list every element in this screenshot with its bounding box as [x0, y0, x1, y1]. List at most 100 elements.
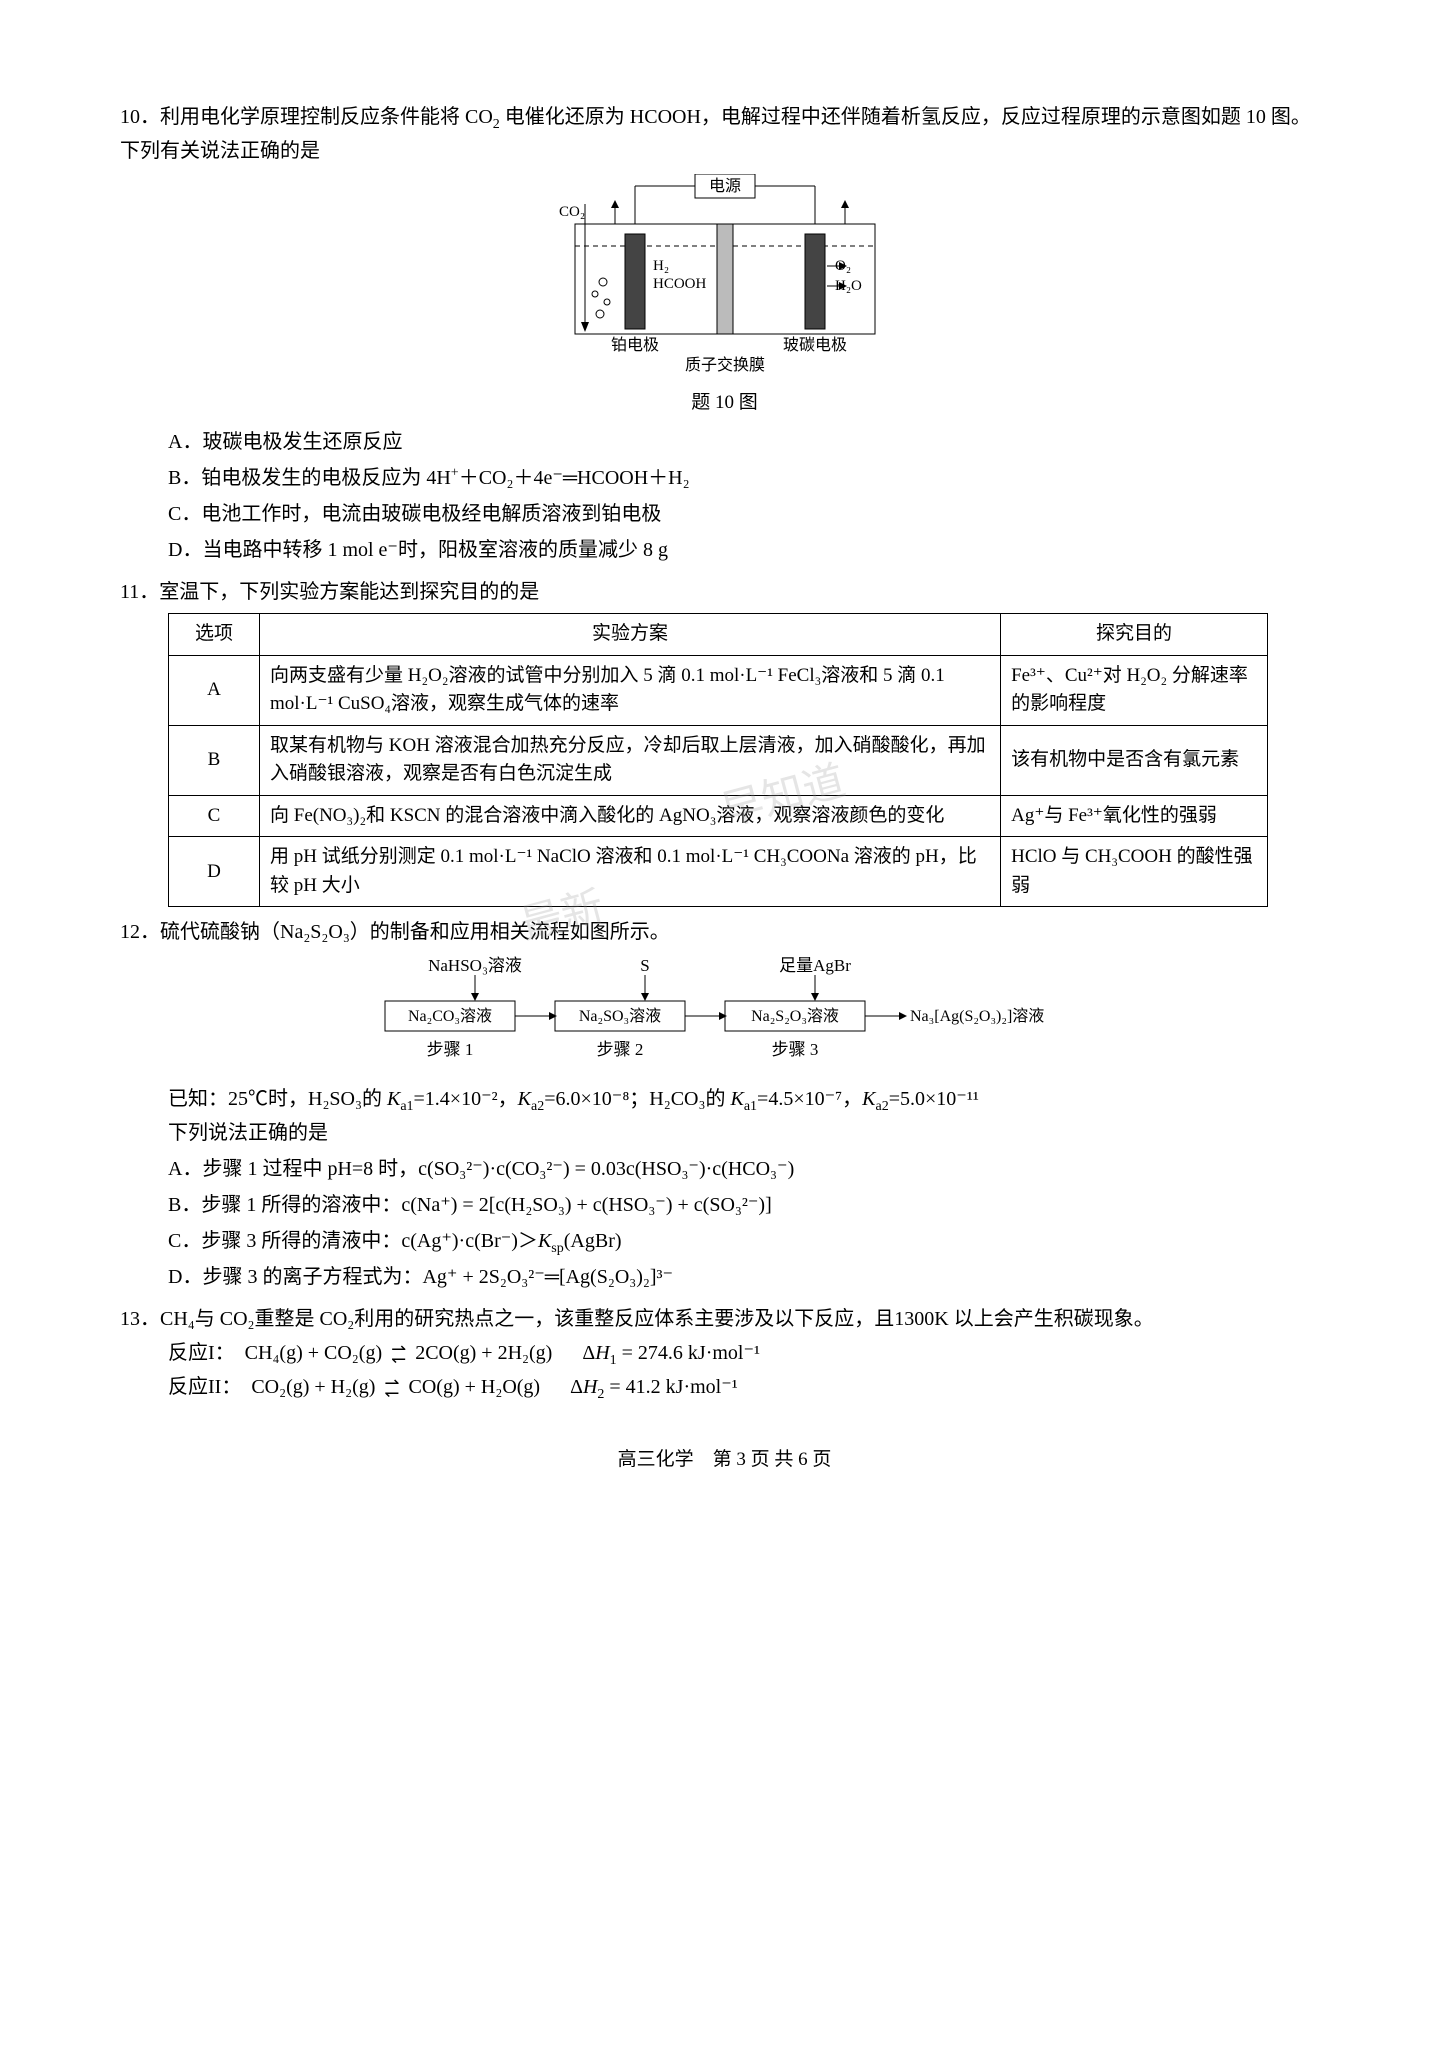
q12-known: 已知：25℃时，H₂SO₃的 Ka1=1.4×10⁻²，Ka2=6.0×10⁻⁸…: [120, 1082, 1329, 1116]
q12-opt-b: B．步骤 1 所得的溶液中：c(Na⁺) = 2[c(H₂SO₃) + c(HS…: [120, 1188, 1329, 1222]
table-row: A 向两支盛有少量 H₂O₂溶液的试管中分别加入 5 滴 0.1 mol·L⁻¹…: [169, 655, 1268, 725]
flow-top-1: S: [640, 956, 649, 975]
kc2-sub: a2: [875, 1099, 888, 1114]
r1-dh-sub: 1: [610, 1353, 617, 1368]
q12-opt-d: D．步骤 3 的离子方程式为：Ag⁺ + 2S₂O₃²⁻═[Ag(S₂O₃)₂]…: [120, 1260, 1329, 1294]
q11-text: 室温下，下列实验方案能达到探究目的的是: [159, 581, 539, 603]
q10-opt-b: B．铂电极发生的电极反应为 4H+＋CO₂＋4e⁻═HCOOH＋H₂: [120, 461, 1329, 495]
q10-optb-rest: ＋CO₂＋4e⁻═HCOOH＋H₂: [459, 467, 690, 489]
q10-text-a: 利用电化学原理控制反应条件能将 CO: [160, 106, 493, 128]
ksp-i: K: [538, 1230, 551, 1252]
r1-dh-sym: Δ: [582, 1342, 595, 1364]
cell-goal: Fe³⁺、Cu²⁺对 H₂O₂ 分解速率的影响程度: [1001, 655, 1268, 725]
cell-goal: 该有机物中是否含有氯元素: [1001, 725, 1268, 795]
flow-diagram: NaHSO₃溶液 S 足量AgBr Na₂CO₃溶液 Na₂SO₃溶液 Na₂S…: [365, 955, 1085, 1065]
question-11: 11．室温下，下列实验方案能达到探究目的的是 选项 实验方案 探究目的 A 向两…: [120, 575, 1329, 907]
r1-rhs: 2CO(g) + 2H₂(g): [415, 1342, 552, 1364]
cell-opt: C: [169, 795, 260, 837]
power-label: 电源: [708, 177, 740, 195]
question-10: 10．利用电化学原理控制反应条件能将 CO2 电催化还原为 HCOOH，电解过程…: [120, 100, 1329, 567]
q10-options: A．玻碳电极发生还原反应 B．铂电极发生的电极反应为 4H+＋CO₂＋4e⁻═H…: [120, 425, 1329, 567]
q10-opt-a: A．玻碳电极发生还原反应: [120, 425, 1329, 459]
q12-flow: NaHSO₃溶液 S 足量AgBr Na₂CO₃溶液 Na₂SO₃溶液 Na₂S…: [120, 955, 1329, 1076]
q12-number: 12．: [120, 921, 160, 943]
flow-top-0: NaHSO₃溶液: [428, 956, 522, 975]
ka2-sub: a2: [531, 1099, 544, 1114]
q12-options: A．步骤 1 过程中 pH=8 时，c(SO₃²⁻)·c(CO₃²⁻) = 0.…: [120, 1152, 1329, 1294]
r1-dh-val: = 274.6 kJ·mol⁻¹: [617, 1342, 760, 1364]
left-electrode-label: 铂电极: [610, 336, 658, 354]
q10-diagram-wrap: 电源 CO₂: [120, 174, 1329, 419]
q13-reaction-2: 反应II： CO₂(g) + H₂(g) ⇀↽ CO(g) + H₂O(g) Δ…: [120, 1370, 1329, 1404]
flow-step-0: 步骤 1: [426, 1040, 473, 1059]
flow-box-0: Na₂CO₃溶液: [407, 1007, 491, 1025]
question-12: 12．硫代硫酸钠（Na₂S₂O₃）的制备和应用相关流程如图所示。 NaHSO₃溶…: [120, 915, 1329, 1294]
ka2-i: K: [518, 1088, 531, 1110]
ka-i: K: [387, 1088, 400, 1110]
cell-opt: D: [169, 837, 260, 907]
q13-number: 13．: [120, 1308, 160, 1330]
r1-label: 反应I：: [168, 1342, 235, 1364]
r2-dh-val: = 41.2 kJ·mol⁻¹: [604, 1376, 737, 1398]
table-row: D 用 pH 试纸分别测定 0.1 mol·L⁻¹ NaClO 溶液和 0.1 …: [169, 837, 1268, 907]
r2-label: 反应II：: [168, 1376, 241, 1398]
q10-optb-pre: B．铂电极发生的电极反应为 4H: [168, 467, 451, 489]
q12-text: 硫代硫酸钠（Na₂S₂O₃）的制备和应用相关流程如图所示。: [160, 921, 670, 943]
flow-final: Na₃[Ag(S₂O₃)₂]溶液: [910, 1007, 1044, 1025]
q12-stem2: 下列说法正确的是: [120, 1116, 1329, 1150]
r2-lhs: CO₂(g) + H₂(g): [251, 1376, 375, 1398]
table-row: B 取某有机物与 KOH 溶液混合加热充分反应，冷却后取上层清液，加入硝酸酸化，…: [169, 725, 1268, 795]
cell-plan: 向 Fe(NO₃)₂和 KSCN 的混合溶液中滴入酸化的 AgNO₃溶液，观察溶…: [260, 795, 1001, 837]
plus-sup: +: [451, 466, 459, 481]
cell-plan: 向两支盛有少量 H₂O₂溶液的试管中分别加入 5 滴 0.1 mol·L⁻¹ F…: [260, 655, 1001, 725]
question-13: 13．CH₄与 CO₂重整是 CO₂利用的研究热点之一，该重整反应体系主要涉及以…: [120, 1302, 1329, 1404]
ksp-sub: sp: [551, 1241, 563, 1256]
optc-post: (AgBr): [564, 1230, 622, 1252]
q10-opt-d: D．当电路中转移 1 mol e⁻时，阳极室溶液的质量减少 8 g: [120, 533, 1329, 567]
ka1-val: =1.4×10⁻²，: [414, 1088, 518, 1110]
cell-goal: Ag⁺与 Fe³⁺氧化性的强弱: [1001, 795, 1268, 837]
flow-box-1: Na₂SO₃溶液: [578, 1007, 660, 1025]
known-pre: 已知：25℃时，H₂SO₃的: [168, 1088, 387, 1110]
cell-opt: B: [169, 725, 260, 795]
cell-plan: 用 pH 试纸分别测定 0.1 mol·L⁻¹ NaClO 溶液和 0.1 mo…: [260, 837, 1001, 907]
page-footer: 高三化学 第 3 页 共 6 页: [120, 1444, 1329, 1476]
ka1-sub: a1: [400, 1099, 413, 1114]
q11-table: 选项 实验方案 探究目的 A 向两支盛有少量 H₂O₂溶液的试管中分别加入 5 …: [168, 613, 1268, 907]
table-row: C 向 Fe(NO₃)₂和 KSCN 的混合溶液中滴入酸化的 AgNO₃溶液，观…: [169, 795, 1268, 837]
r1-dh-h: H: [595, 1342, 609, 1364]
ka2-val: =6.0×10⁻⁸；H₂CO₃的: [544, 1088, 730, 1110]
h2-label: H₂: [653, 258, 669, 274]
co2-label: CO₂: [559, 204, 585, 220]
membrane-label: 质子交换膜: [684, 356, 764, 374]
right-electrode-label: 玻碳电极: [782, 336, 846, 354]
r2-dh-h: H: [583, 1376, 597, 1398]
flow-box-2: Na₂S₂O₃溶液: [751, 1007, 839, 1025]
kc2-val: =5.0×10⁻¹¹: [889, 1088, 979, 1110]
cell-opt: A: [169, 655, 260, 725]
hcooh-label: HCOOH: [653, 276, 707, 292]
equilibrium-arrows-icon: ⇀↽: [380, 1379, 403, 1399]
r2-dh-sym: Δ: [570, 1376, 583, 1398]
q10-diagram: 电源 CO₂: [545, 174, 905, 385]
th-plan: 实验方案: [260, 614, 1001, 656]
th-option: 选项: [169, 614, 260, 656]
flow-step-2: 步骤 3: [771, 1040, 818, 1059]
flow-step-1: 步骤 2: [596, 1040, 643, 1059]
kc1-i: K: [730, 1088, 743, 1110]
table-header-row: 选项 实验方案 探究目的: [169, 614, 1268, 656]
optc-pre: C．步骤 3 所得的清液中：c(Ag⁺)·c(Br⁻)＞: [168, 1230, 538, 1252]
q13-text: CH₄与 CO₂重整是 CO₂利用的研究热点之一，该重整反应体系主要涉及以下反应…: [160, 1308, 1154, 1330]
kc2-i: K: [862, 1088, 875, 1110]
th-goal: 探究目的: [1001, 614, 1268, 656]
r1-lhs: CH₄(g) + CO₂(g): [245, 1342, 382, 1364]
equilibrium-arrows-icon: ⇀↽: [387, 1345, 410, 1365]
flow-top-2: 足量AgBr: [779, 956, 851, 975]
cell-plan: 取某有机物与 KOH 溶液混合加热充分反应，冷却后取上层清液，加入硝酸酸化，再加…: [260, 725, 1001, 795]
q10-number: 10．: [120, 106, 160, 128]
q10-caption: 题 10 图: [120, 387, 1329, 419]
q10-sub: 2: [493, 117, 500, 132]
q12-opt-c: C．步骤 3 所得的清液中：c(Ag⁺)·c(Br⁻)＞Ksp(AgBr): [120, 1224, 1329, 1258]
r2-rhs: CO(g) + H₂O(g): [409, 1376, 541, 1398]
q10-opt-c: C．电池工作时，电流由玻碳电极经电解质溶液到铂电极: [120, 497, 1329, 531]
